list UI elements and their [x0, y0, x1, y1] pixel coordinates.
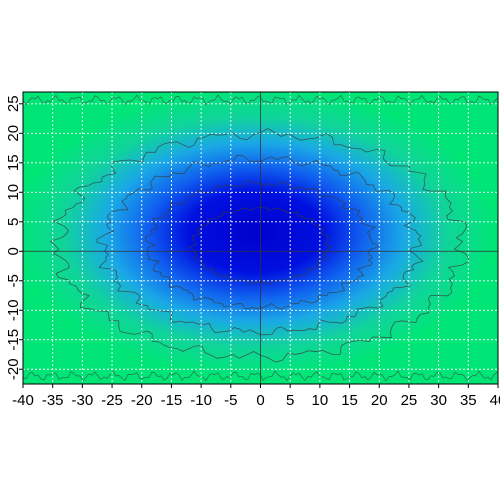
y-tick-label: 5: [5, 218, 22, 226]
y-tick-label: -10: [5, 299, 22, 321]
x-tick-label: 40: [490, 392, 500, 409]
edge-contour-0: [23, 94, 498, 106]
x-tick-label: -30: [72, 392, 94, 409]
x-tick-label: 5: [286, 392, 294, 409]
edge-contour-1: [23, 370, 498, 382]
y-tick-label: 15: [5, 154, 22, 171]
y-tick-label: -20: [5, 358, 22, 380]
x-tick-label: -15: [161, 392, 183, 409]
contour-line-1: [145, 179, 380, 310]
x-tick-label: -25: [101, 392, 123, 409]
y-tick-label: 0: [5, 247, 22, 255]
x-tick-label: -35: [42, 392, 64, 409]
x-tick-label: 15: [341, 392, 358, 409]
zero-axes: [23, 92, 498, 384]
x-tick-label: 20: [371, 392, 388, 409]
contour-lines: [23, 94, 498, 382]
y-tick-label: -5: [5, 274, 22, 287]
contour-line-3: [49, 128, 470, 363]
x-tick-label: -10: [190, 392, 212, 409]
x-axis-ticks: -40 -35 -30 -25 -20 -15 -10 -5 0 5 10 15 20 25 30 35 40: [12, 384, 500, 409]
x-tick-label: 30: [430, 392, 447, 409]
x-tick-label: -20: [131, 392, 153, 409]
x-tick-label: 10: [312, 392, 329, 409]
y-tick-label: 20: [5, 125, 22, 142]
y-tick-label: 10: [5, 184, 22, 201]
x-tick-label: 35: [460, 392, 477, 409]
y-axis-ticks: -20 -15 -10 -5 0 5 10 15 20 25: [5, 95, 23, 380]
x-tick-label: 0: [256, 392, 264, 409]
y-tick-label: 25: [5, 95, 22, 112]
x-tick-label: -5: [224, 392, 237, 409]
x-tick-label: 25: [401, 392, 418, 409]
y-tick-label: -15: [5, 329, 22, 351]
contour-line-0: [188, 206, 333, 286]
x-tick-label: -40: [12, 392, 34, 409]
contour-line-2: [96, 154, 424, 336]
